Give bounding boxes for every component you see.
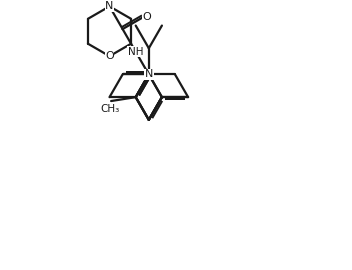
Text: O: O — [143, 12, 151, 22]
Text: O: O — [105, 51, 114, 61]
Text: N: N — [105, 1, 114, 11]
Text: CH₃: CH₃ — [101, 104, 120, 114]
Text: N: N — [145, 69, 153, 79]
Text: NH: NH — [128, 47, 144, 57]
